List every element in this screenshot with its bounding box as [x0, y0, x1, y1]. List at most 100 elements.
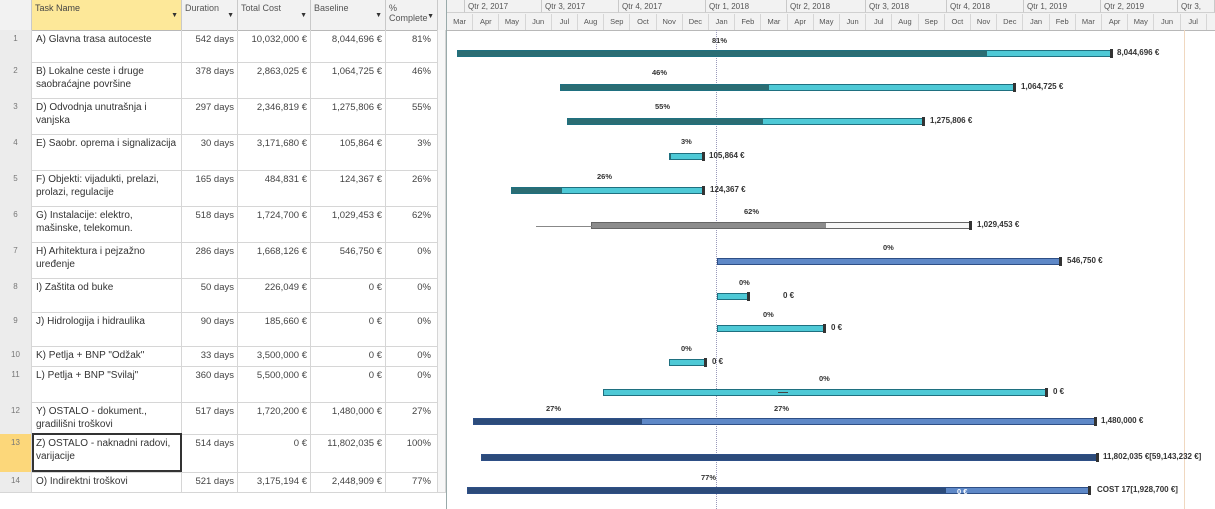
- task-bar[interactable]: [717, 325, 825, 332]
- duration-cell[interactable]: 50 days: [182, 278, 238, 312]
- task-row[interactable]: 10 K) Petlja + BNP "Odžak" 33 days 3,500,00…: [0, 346, 446, 367]
- task-row[interactable]: 3 D) Odvodnja unutrašnja i vanjska 297 day…: [0, 98, 446, 135]
- baseline-cell[interactable]: 11,802,035 €: [311, 434, 386, 472]
- duration-cell[interactable]: 378 days: [182, 62, 238, 98]
- row-number[interactable]: 4: [0, 134, 32, 170]
- task-name-cell[interactable]: J) Hidrologija i hidraulika: [32, 312, 182, 346]
- percent-complete-cell[interactable]: 0%: [386, 278, 438, 312]
- total-cost-cell[interactable]: 3,171,680 €: [238, 134, 311, 170]
- baseline-cell[interactable]: 0 €: [311, 312, 386, 346]
- task-name-cell[interactable]: K) Petlja + BNP "Odžak": [32, 346, 182, 366]
- duration-cell[interactable]: 521 days: [182, 472, 238, 492]
- task-row[interactable]: 4 E) Saobr. oprema i signalizacija 30 days…: [0, 134, 446, 171]
- total-cost-cell[interactable]: 5,500,000 €: [238, 366, 311, 402]
- percent-complete-cell[interactable]: 77%: [386, 472, 438, 492]
- task-row[interactable]: 13 Z) OSTALO - naknadni radovi, varijacij…: [0, 434, 446, 473]
- baseline-cell[interactable]: 124,367 €: [311, 170, 386, 206]
- row-number[interactable]: 2: [0, 62, 32, 98]
- column-header-duration[interactable]: Duration ▼: [182, 0, 238, 30]
- row-number[interactable]: 8: [0, 278, 32, 312]
- baseline-cell[interactable]: 1,064,725 €: [311, 62, 386, 98]
- baseline-cell[interactable]: 1,275,806 €: [311, 98, 386, 134]
- task-row[interactable]: 9 J) Hidrologija i hidraulika 90 days 185,6…: [0, 312, 446, 347]
- row-number[interactable]: 3: [0, 98, 32, 134]
- duration-cell[interactable]: 517 days: [182, 402, 238, 434]
- task-bar[interactable]: [669, 153, 704, 160]
- task-row[interactable]: 7 H) Arhitektura i pejzažno uređenje 286 d…: [0, 242, 446, 279]
- task-bar[interactable]: [473, 418, 1096, 425]
- task-bar[interactable]: [560, 84, 1015, 91]
- task-row[interactable]: 1 A) Glavna trasa autoceste 542 days 10,032…: [0, 30, 446, 63]
- column-header-total-cost[interactable]: Total Cost ▼: [238, 0, 311, 30]
- column-header-complete[interactable]: % Complete ▼: [386, 0, 438, 30]
- task-name-cell[interactable]: Y) OSTALO - dokument., gradilišni troško…: [32, 402, 182, 434]
- filter-dropdown-icon[interactable]: ▼: [227, 12, 234, 19]
- baseline-cell[interactable]: 8,044,696 €: [311, 30, 386, 62]
- baseline-cell[interactable]: 105,864 €: [311, 134, 386, 170]
- row-number[interactable]: 10: [0, 346, 32, 366]
- duration-cell[interactable]: 30 days: [182, 134, 238, 170]
- task-bar[interactable]: [457, 50, 1112, 57]
- task-bar[interactable]: [591, 222, 971, 229]
- filter-dropdown-icon[interactable]: ▼: [171, 12, 178, 19]
- task-row[interactable]: 11 L) Petlja + BNP "Svilaj" 360 days 5,500,…: [0, 366, 446, 403]
- percent-complete-cell[interactable]: 0%: [386, 242, 438, 278]
- total-cost-cell[interactable]: 484,831 €: [238, 170, 311, 206]
- task-bar[interactable]: [669, 359, 706, 366]
- task-row[interactable]: 8 I) Zaštita od buke 50 days 226,049 €0 €0%: [0, 278, 446, 313]
- task-name-cell[interactable]: A) Glavna trasa autoceste: [32, 30, 182, 62]
- percent-complete-cell[interactable]: 27%: [386, 402, 438, 434]
- row-number[interactable]: 1: [0, 30, 32, 62]
- percent-complete-cell[interactable]: 0%: [386, 312, 438, 346]
- baseline-cell[interactable]: 1,480,000 €: [311, 402, 386, 434]
- gantt-chart[interactable]: Qtr 2, 2017 Qtr 3, 2017 Qtr 4, 2017 Qtr 1, …: [447, 0, 1215, 509]
- task-name-cell[interactable]: I) Zaštita od buke: [32, 278, 182, 312]
- row-number[interactable]: 13: [0, 434, 32, 472]
- task-row[interactable]: 6 G) Instalacije: elektro, mašinske, tele…: [0, 206, 446, 243]
- total-cost-cell[interactable]: 10,032,000 €: [238, 30, 311, 62]
- task-name-cell[interactable]: B) Lokalne ceste i druge saobraćajne pov…: [32, 62, 182, 98]
- total-cost-cell[interactable]: 1,720,200 €: [238, 402, 311, 434]
- task-name-cell[interactable]: L) Petlja + BNP "Svilaj": [32, 366, 182, 402]
- total-cost-cell[interactable]: 2,346,819 €: [238, 98, 311, 134]
- duration-cell[interactable]: 360 days: [182, 366, 238, 402]
- row-number[interactable]: 5: [0, 170, 32, 206]
- task-row[interactable]: 12 Y) OSTALO - dokument., gradilišni troš…: [0, 402, 446, 435]
- duration-cell[interactable]: 514 days: [182, 434, 238, 472]
- total-cost-cell[interactable]: 1,668,126 €: [238, 242, 311, 278]
- row-number[interactable]: 11: [0, 366, 32, 402]
- total-cost-cell[interactable]: 2,863,025 €: [238, 62, 311, 98]
- task-row[interactable]: 2 B) Lokalne ceste i druge saobraćajne po…: [0, 62, 446, 99]
- task-name-cell[interactable]: H) Arhitektura i pejzažno uređenje: [32, 242, 182, 278]
- task-row[interactable]: 14 O) Indirektni troškovi 521 days 3,175,19…: [0, 472, 446, 493]
- percent-complete-cell[interactable]: 100%: [386, 434, 438, 472]
- percent-complete-cell[interactable]: 55%: [386, 98, 438, 134]
- duration-cell[interactable]: 286 days: [182, 242, 238, 278]
- task-bar[interactable]: [481, 454, 1098, 461]
- baseline-cell[interactable]: 0 €: [311, 346, 386, 366]
- duration-cell[interactable]: 33 days: [182, 346, 238, 366]
- baseline-cell[interactable]: 546,750 €: [311, 242, 386, 278]
- duration-cell[interactable]: 165 days: [182, 170, 238, 206]
- row-number[interactable]: 14: [0, 472, 32, 492]
- total-cost-cell[interactable]: 226,049 €: [238, 278, 311, 312]
- row-number[interactable]: 6: [0, 206, 32, 242]
- baseline-cell[interactable]: 1,029,453 €: [311, 206, 386, 242]
- baseline-cell[interactable]: 2,448,909 €: [311, 472, 386, 492]
- baseline-cell[interactable]: 0 €: [311, 278, 386, 312]
- total-cost-cell[interactable]: 3,175,194 €: [238, 472, 311, 492]
- row-number[interactable]: 12: [0, 402, 32, 434]
- task-bar[interactable]: [603, 389, 1047, 396]
- percent-complete-cell[interactable]: 0%: [386, 366, 438, 402]
- task-name-cell[interactable]: O) Indirektni troškovi: [32, 472, 182, 492]
- percent-complete-cell[interactable]: 26%: [386, 170, 438, 206]
- filter-dropdown-icon[interactable]: ▼: [375, 12, 382, 19]
- percent-complete-cell[interactable]: 81%: [386, 30, 438, 62]
- filter-dropdown-icon[interactable]: ▼: [300, 12, 307, 19]
- duration-cell[interactable]: 297 days: [182, 98, 238, 134]
- task-bar[interactable]: [511, 187, 704, 194]
- percent-complete-cell[interactable]: 62%: [386, 206, 438, 242]
- task-name-cell[interactable]: F) Objekti: vijadukti, prelazi, prolazi,…: [32, 170, 182, 206]
- task-name-cell[interactable]: D) Odvodnja unutrašnja i vanjska: [32, 98, 182, 134]
- task-name-cell[interactable]: E) Saobr. oprema i signalizacija: [32, 134, 182, 170]
